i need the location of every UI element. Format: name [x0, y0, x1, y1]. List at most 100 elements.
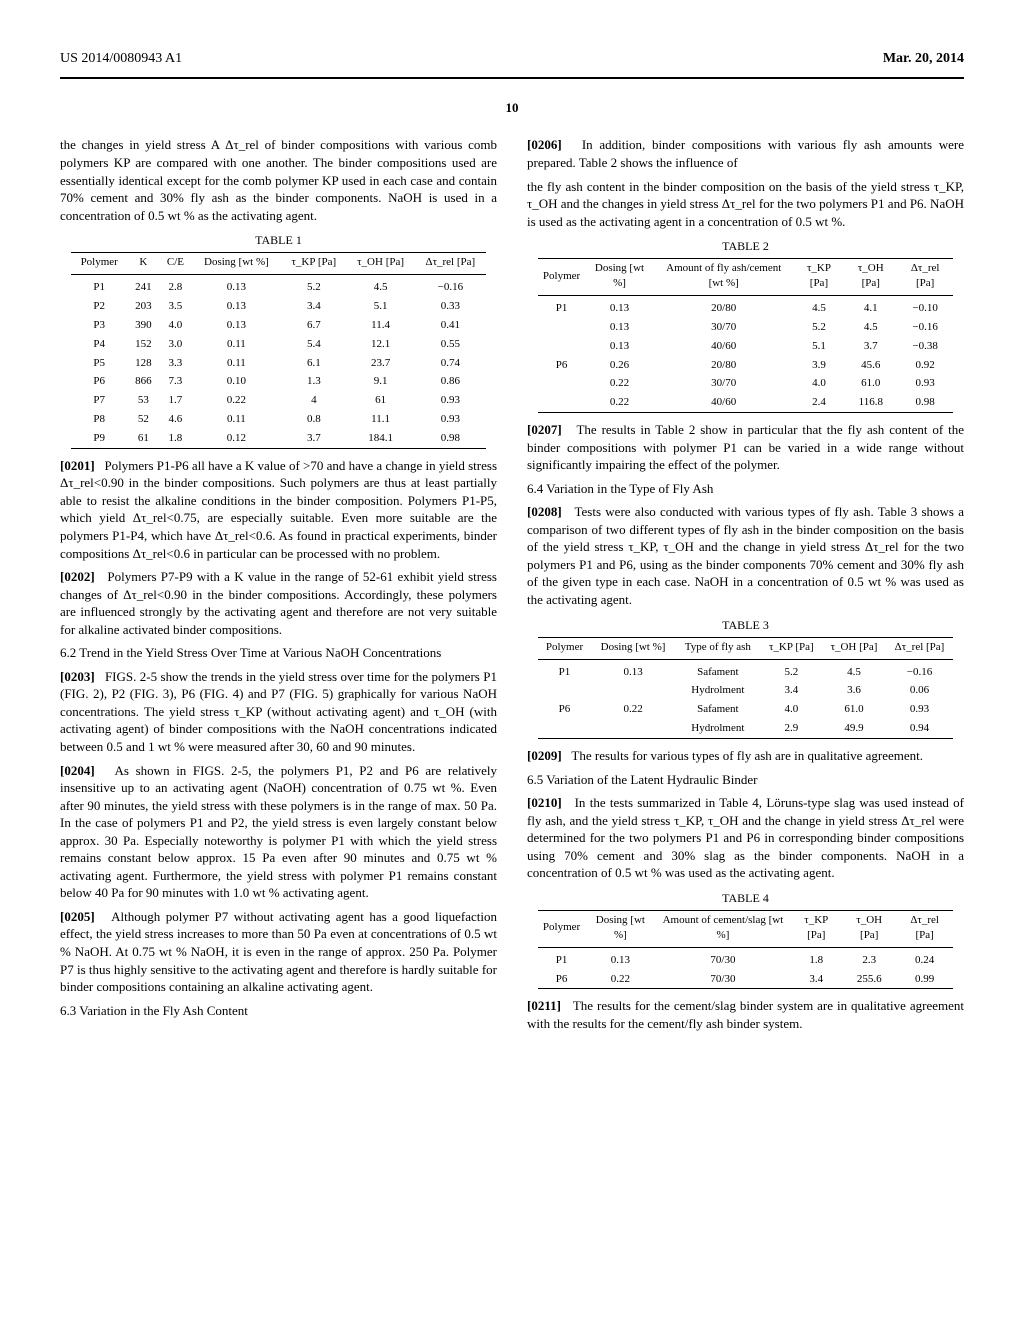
table-cell: [538, 337, 585, 356]
table-cell: [538, 318, 585, 337]
para-number: [0207]: [527, 422, 562, 437]
table-cell: 4.0: [794, 374, 845, 393]
col-header: Dosing [wt %]: [585, 911, 655, 948]
table-cell: 0.11: [192, 410, 281, 429]
table-row: P68667.30.101.39.10.86: [71, 372, 486, 391]
table-cell: 0.13: [585, 318, 654, 337]
table-cell: P5: [71, 354, 128, 373]
table-cell: 70/30: [656, 947, 791, 969]
table-row: P51283.30.116.123.70.74: [71, 354, 486, 373]
table-row: Hydrolment2.949.90.94: [538, 719, 953, 738]
table-cell: 4.5: [844, 318, 897, 337]
table-1: TABLE 1 Polymer K C/E Dosing [wt %] τ_KP…: [60, 232, 497, 449]
body-text: [0211] The results for the cement/slag b…: [527, 997, 964, 1032]
para-number: [0203]: [60, 669, 95, 684]
table-cell: 5.2: [761, 659, 822, 681]
table-cell: P6: [538, 356, 585, 375]
col-header: τ_OH [Pa]: [822, 637, 886, 659]
table-4: TABLE 4 Polymer Dosing [wt %] Amount of …: [527, 890, 964, 990]
table-cell: 0.94: [886, 719, 953, 738]
table-caption: TABLE 4: [538, 890, 953, 906]
table-cell: 5.2: [281, 275, 346, 297]
body-text: the fly ash content in the binder compos…: [527, 178, 964, 231]
col-header: τ_OH [Pa]: [347, 253, 415, 275]
table-cell: 4.6: [159, 410, 191, 429]
table-cell: 116.8: [844, 393, 897, 412]
body-text: [0205] Although polymer P7 without activ…: [60, 908, 497, 996]
table-cell: −0.16: [886, 659, 953, 681]
para-text: The results for various types of fly ash…: [571, 748, 923, 763]
table-cell: 0.22: [591, 700, 675, 719]
table-cell: 53: [128, 391, 160, 410]
table-cell: Safament: [675, 659, 761, 681]
table-row: 0.2230/704.061.00.93: [538, 374, 953, 393]
para-text: In addition, binder compositions with va…: [527, 137, 964, 170]
table-cell: 9.1: [347, 372, 415, 391]
table-cell: 0.06: [886, 681, 953, 700]
table-cell: 11.1: [347, 410, 415, 429]
col-header: Amount of cement/slag [wt %]: [656, 911, 791, 948]
table-cell: P1: [538, 947, 585, 969]
page-header: US 2014/0080943 A1 Mar. 20, 2014: [60, 50, 964, 69]
table-row: P10.13Safament5.24.5−0.16: [538, 659, 953, 681]
para-number: [0208]: [527, 504, 562, 519]
table-cell: Safament: [675, 700, 761, 719]
col-header: Polymer: [538, 259, 585, 296]
body-text: [0203] FIGS. 2-5 show the trends in the …: [60, 668, 497, 756]
table-row: 0.2240/602.4116.80.98: [538, 393, 953, 412]
table-cell: 3.7: [281, 429, 346, 448]
header-rule: [60, 77, 964, 79]
table-cell: 45.6: [844, 356, 897, 375]
table-caption: TABLE 1: [71, 232, 486, 248]
table-cell: [538, 374, 585, 393]
table-cell: −0.38: [897, 337, 953, 356]
table-cell: 0.13: [192, 297, 281, 316]
col-header: Δτ_rel [Pa]: [897, 259, 953, 296]
table-cell: P1: [538, 296, 585, 318]
table-cell: 4.1: [844, 296, 897, 318]
section-heading: 6.2 Trend in the Yield Stress Over Time …: [60, 644, 497, 662]
table-cell: 30/70: [654, 374, 794, 393]
section-heading: 6.4 Variation in the Type of Fly Ash: [527, 480, 964, 498]
table-cell: 152: [128, 335, 160, 354]
table-cell: Hydrolment: [675, 681, 761, 700]
col-header: Δτ_rel [Pa]: [415, 253, 486, 275]
para-text: In the tests summarized in Table 4, Löru…: [527, 795, 964, 880]
page-number-row: 10: [60, 99, 964, 117]
table-cell: 0.13: [585, 947, 655, 969]
col-header: Dosing [wt %]: [591, 637, 675, 659]
col-header: Δτ_rel [Pa]: [896, 911, 953, 948]
para-text: The results for the cement/slag binder s…: [527, 998, 964, 1031]
table-row: P33904.00.136.711.40.41: [71, 316, 486, 335]
col-header: τ_KP [Pa]: [281, 253, 346, 275]
table-cell: 0.98: [415, 429, 486, 448]
table-row: P60.2620/803.945.60.92: [538, 356, 953, 375]
col-header: τ_OH [Pa]: [844, 259, 897, 296]
para-number: [0206]: [527, 137, 562, 152]
para-number: [0210]: [527, 795, 562, 810]
table-row: P12412.80.135.24.5−0.16: [71, 275, 486, 297]
body-text: [0201] Polymers P1-P6 all have a K value…: [60, 457, 497, 562]
table-row: P9611.80.123.7184.10.98: [71, 429, 486, 448]
table-cell: 255.6: [842, 970, 896, 989]
table-cell: 0.22: [585, 970, 655, 989]
para-text: Although polymer P7 without activating a…: [60, 909, 497, 994]
table-caption: TABLE 3: [538, 617, 953, 633]
para-text: Polymers P7-P9 with a K value in the ran…: [60, 569, 497, 637]
table-row: P10.1320/804.54.1−0.10: [538, 296, 953, 318]
table-cell: 0.10: [192, 372, 281, 391]
table-cell: 6.1: [281, 354, 346, 373]
page-number: 10: [506, 99, 519, 117]
table-cell: 6.7: [281, 316, 346, 335]
table-cell: 40/60: [654, 337, 794, 356]
body-text: [0209] The results for various types of …: [527, 747, 964, 765]
table-cell: 0.8: [281, 410, 346, 429]
section-heading: 6.3 Variation in the Fly Ash Content: [60, 1002, 497, 1020]
col-header: Amount of fly ash/cement [wt %]: [654, 259, 794, 296]
para-number: [0204]: [60, 763, 95, 778]
table-cell: 70/30: [656, 970, 791, 989]
table-cell: 0.98: [897, 393, 953, 412]
table-cell: 241: [128, 275, 160, 297]
table-cell: Hydrolment: [675, 719, 761, 738]
table-cell: 0.93: [415, 391, 486, 410]
